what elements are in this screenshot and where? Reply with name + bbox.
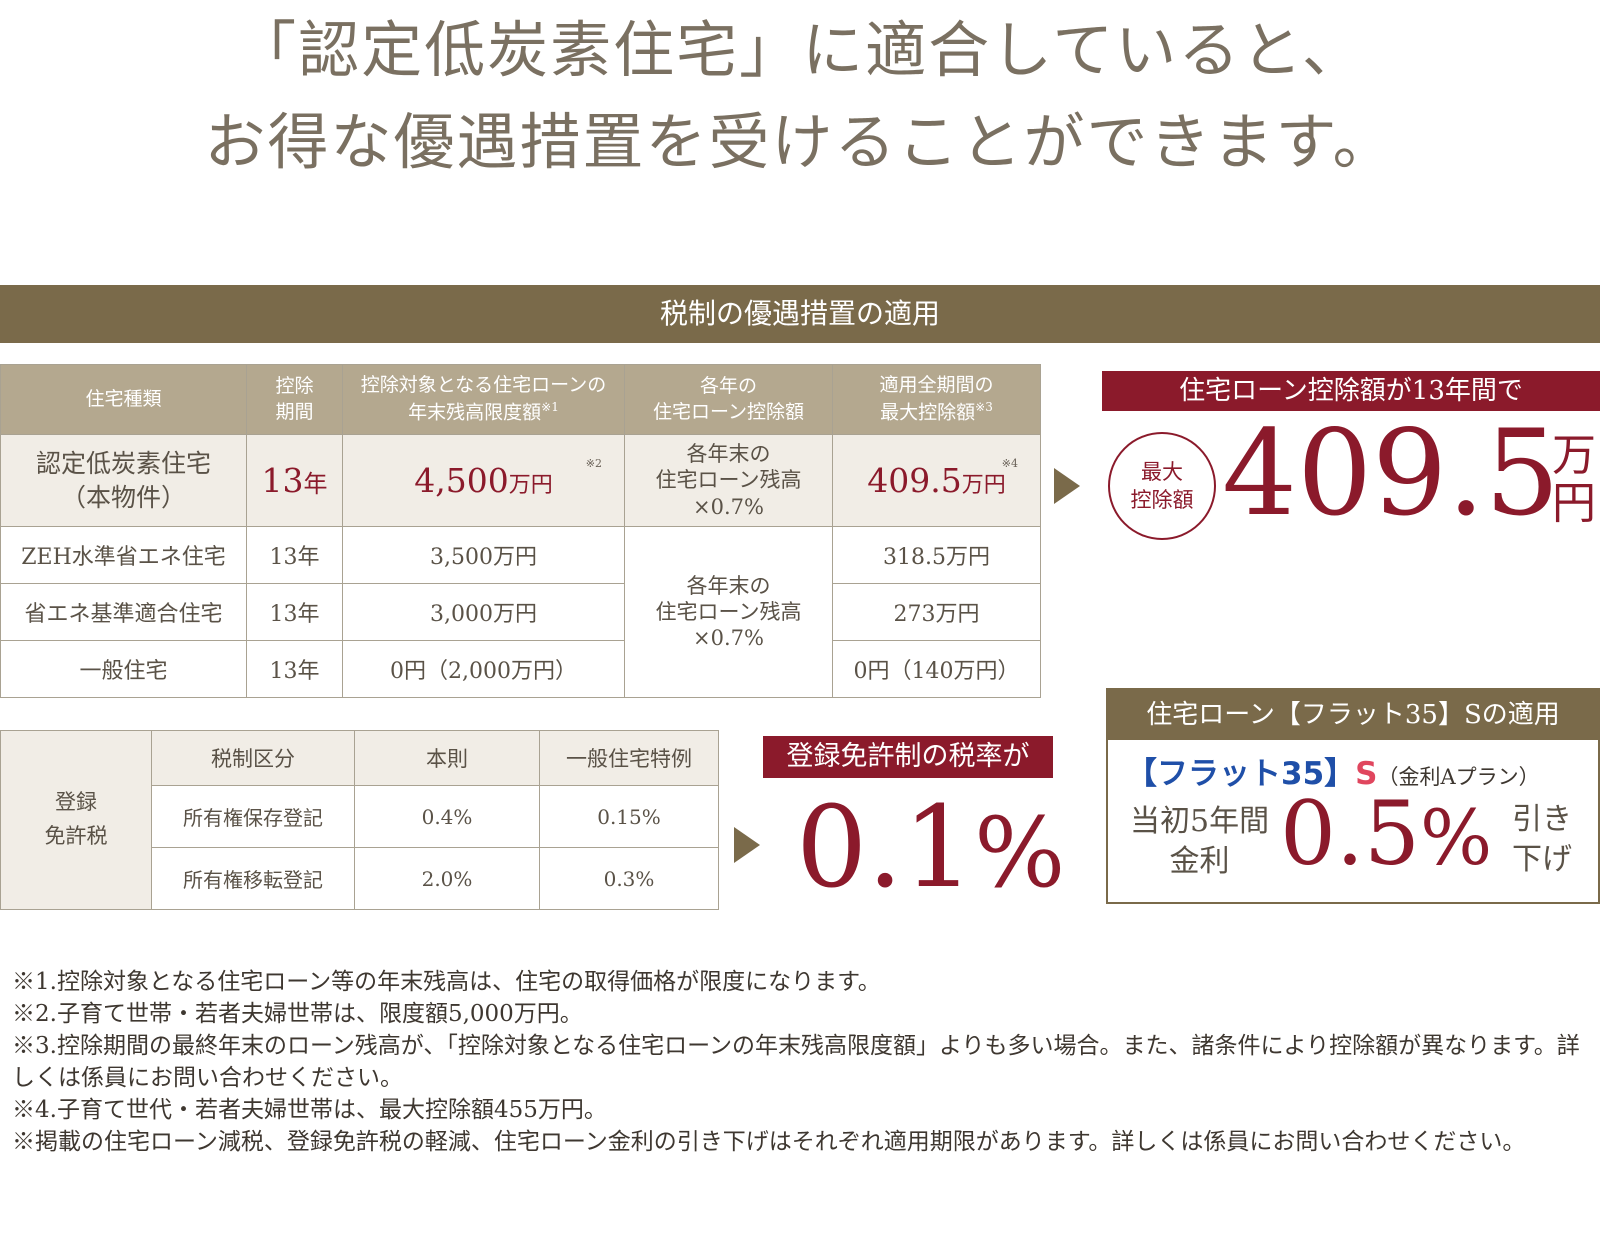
flat35-logo-s: S [1355,756,1378,792]
footnote-4: ※4.子育て世代・若者夫婦世帯は、最大控除額455万円。 [12,1097,607,1123]
row-type: 一般住宅 [0,640,247,698]
reg-header-row: 登録 免許税 税制区分 本則 一般住宅特例 [0,730,719,910]
flat35-logo-line: 【フラット35】S（金利Aプラン） [1126,748,1540,793]
flat35-left-text: 当初5年間 金利 [1130,804,1270,879]
arrow-right-icon [1054,468,1080,504]
reg-side-label: 登録 免許税 [0,730,152,910]
highlight-annual: 各年末の 住宅ローン残高 ×0.7% [624,434,833,527]
highlight-max: 409.5万円 ※4 [832,434,1041,527]
header-limit: 控除対象となる住宅ローンの 年末残高限度額※1 [342,364,625,435]
row-limit: 3,500万円 [342,526,625,584]
highlight-type: 認定低炭素住宅 （本物件） [0,434,247,527]
reg-row-standard: 2.0% [354,847,540,910]
reg-header-special: 一般住宅特例 [539,730,719,786]
table-row: 省エネ基準適合住宅 13年 3,000万円 273万円 [0,583,1041,641]
footnote-5: ※掲載の住宅ローン減税、登録免許税の軽減、住宅ローン金利の引き下げはそれぞれ適用… [12,1129,1526,1155]
row-period: 13年 [246,640,343,698]
shared-annual: 各年末の 住宅ローン残高 ×0.7% [624,526,833,698]
reg-callout-value: 0.1% [796,783,1066,913]
reg-header-category: 税制区分 [151,730,355,786]
header-max: 適用全期間の 最大控除額※3 [832,364,1041,435]
flat35-title: 住宅ローン【フラット35】Sの適用 [1108,690,1598,740]
arrow-right-icon [734,827,760,863]
footnotes: ※1.控除対象となる住宅ローン等の年末残高は、住宅の取得価格が限度になります。 … [12,966,1592,1158]
reg-row-special: 0.3% [539,847,719,910]
row-type: ZEH水準省エネ住宅 [0,526,247,584]
reg-row-special: 0.15% [539,785,719,848]
headline-line-1: 「認定低炭素住宅」に適合していると、 [235,15,1365,86]
header-period: 控除 期間 [246,364,343,435]
row-max: 0円（140万円） [832,640,1041,698]
registration-tax-table: 登録 免許税 税制区分 本則 一般住宅特例 所有権保存登記 0.4% 0.15% … [0,730,719,910]
max-deduction-badge: 最大 控除額 [1108,432,1216,540]
headline-line-2: お得な優遇措置を受けることができます。 [204,107,1396,178]
section-title: 税制の優遇措置の適用 [0,285,1600,343]
row-type: 省エネ基準適合住宅 [0,583,247,641]
flat35-right-text: 引き 下げ [1512,802,1572,877]
row-period: 13年 [246,583,343,641]
reg-header-standard: 本則 [354,730,540,786]
loan-callout-unit: 万円 [1552,430,1596,529]
flat35-logo: 【フラット35】 [1126,756,1356,792]
header-annual: 各年の 住宅ローン控除額 [624,364,833,435]
flat35-value: 0.5% [1280,782,1493,885]
row-max: 273万円 [832,583,1041,641]
row-limit: 0円（2,000万円） [342,640,625,698]
table-row: 所有権保存登記 0.4% 0.15% [1,785,719,848]
reg-row-standard: 0.4% [354,785,540,848]
row-limit: 3,000万円 [342,583,625,641]
table-row: 一般住宅 13年 0円（2,000万円） 0円（140万円） [0,640,1041,698]
header-type: 住宅種類 [0,364,247,435]
highlight-limit: 4,500万円 ※2 [342,434,625,527]
table-row: 所有権移転登記 2.0% 0.3% [1,847,719,910]
flat35-plan: （金利Aプラン） [1377,765,1540,789]
tax-benefit-table: 住宅種類 控除 期間 控除対象となる住宅ローンの 年末残高限度額※1 各年の 住宅ロー… [0,364,1041,698]
loan-callout-label: 住宅ローン控除額が13年間で [1102,371,1600,411]
row-period: 13年 [246,526,343,584]
table-row: ZEH水準省エネ住宅 13年 3,500万円 各年末の 住宅ローン残高 ×0.7% … [0,526,1041,698]
table-row-highlight: 認定低炭素住宅 （本物件） 13年 4,500万円 ※2 各年末の 住宅ローン残高 ×0… [0,434,1041,527]
loan-callout-value: 409.5 [1222,404,1560,542]
reg-callout-label: 登録免許制の税率が [763,736,1053,778]
footnote-3: ※3.控除期間の最終年末のローン残高が、「控除対象となる住宅ローンの年末残高限度… [12,1033,1580,1091]
row-max: 318.5万円 [832,526,1041,584]
flat35-box: 住宅ローン【フラット35】Sの適用 【フラット35】S（金利Aプラン） 当初5年… [1106,688,1600,904]
reg-row-category: 所有権保存登記 [151,785,355,848]
footnote-1: ※1.控除対象となる住宅ローン等の年末残高は、住宅の取得価格が限度になります。 [12,969,881,995]
table-header-row: 住宅種類 控除 期間 控除対象となる住宅ローンの 年末残高限度額※1 各年の 住宅ロー… [0,364,1041,435]
reg-row-category: 所有権移転登記 [151,847,355,910]
highlight-period: 13年 [246,434,343,527]
footnote-2: ※2.子育て世帯・若者夫婦世帯は、限度額5,000万円。 [12,1001,583,1027]
